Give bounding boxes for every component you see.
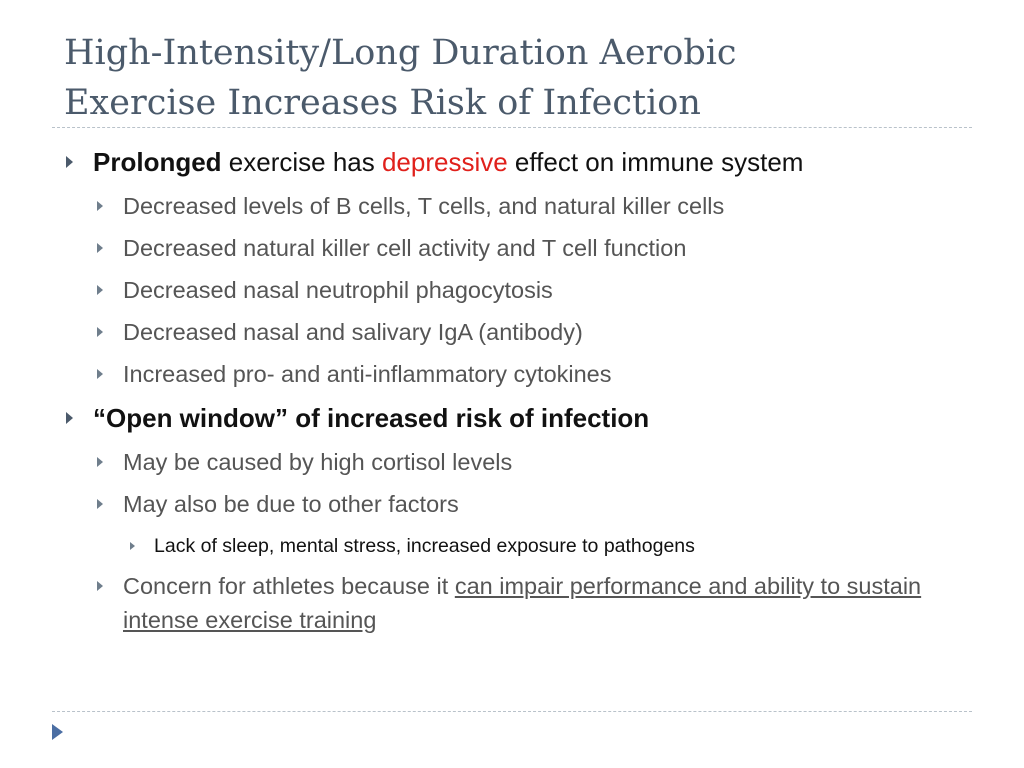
sub-bullet-underlined-text: can impair performance and ability to su… [123,573,922,633]
title-divider [52,127,972,128]
triangle-bullet-icon [97,201,103,211]
bullet-list: Prolonged exercise has depressive effect… [64,143,964,637]
triangle-bullet-icon [97,499,103,509]
next-slide-arrow-icon[interactable] [52,724,63,740]
sub-bullet-text: Increased pro- and anti-inflammatory cyt… [123,361,612,387]
bullet-prolonged-exercise: Prolonged exercise has depressive effect… [64,143,964,181]
slide-title-line-2: Exercise Increases Risk of Infection [64,83,701,123]
sub-bullet-nk-activity: Decreased natural killer cell activity a… [94,231,964,265]
triangle-bullet-icon [66,156,73,168]
sub-bullet-text: May also be due to other factors [123,491,459,517]
bullet-bold-term: Prolonged [93,147,222,177]
triangle-bullet-icon [97,327,103,337]
sub-bullet-iga: Decreased nasal and salivary IgA (antibo… [94,315,964,349]
sub-bullet-text: Decreased levels of B cells, T cells, an… [123,193,725,219]
bullet-open-window: “Open window” of increased risk of infec… [64,399,964,437]
triangle-bullet-icon [66,412,73,424]
sub-bullet-cortisol: May be caused by high cortisol levels [94,445,964,479]
bullet-text-part-b: effect on immune system [507,147,804,177]
triangle-bullet-icon [97,285,103,295]
sub-bullet-text: May be caused by high cortisol levels [123,449,513,475]
triangle-bullet-icon [97,243,103,253]
triangle-bullet-icon [97,369,103,379]
triangle-bullet-icon [97,581,103,591]
sub-bullet-athlete-concern: Concern for athletes because it can impa… [94,569,964,637]
sub-bullet-text: Decreased natural killer cell activity a… [123,235,687,261]
sub-sub-bullet-text: Lack of sleep, mental stress, increased … [154,535,695,557]
sub-bullet-neutrophil: Decreased nasal neutrophil phagocytosis [94,273,964,307]
sub-bullet-text: Concern for athletes because it [123,573,455,599]
bullet-highlight-term: depressive [381,147,508,177]
sub-bullet-b-t-nk-levels: Decreased levels of B cells, T cells, an… [94,189,964,223]
sub-sub-bullet-sleep-stress: Lack of sleep, mental stress, increased … [124,531,964,561]
bullet-bold-text: “Open window” of increased risk of infec… [93,403,650,433]
sub-bullet-other-factors: May also be due to other factors [94,487,964,521]
sub-bullet-cytokines: Increased pro- and anti-inflammatory cyt… [94,357,964,391]
slide-title: High-Intensity/Long Duration Aerobic Exe… [64,28,964,128]
slide-title-line-1: High-Intensity/Long Duration Aerobic [64,33,737,73]
sub-bullet-text: Decreased nasal neutrophil phagocytosis [123,277,553,303]
triangle-bullet-icon [97,457,103,467]
bullet-text-part-a: exercise has [221,147,382,177]
footer-divider [52,711,972,712]
triangle-bullet-icon [130,542,135,550]
sub-bullet-text: Decreased nasal and salivary IgA (antibo… [123,319,583,345]
